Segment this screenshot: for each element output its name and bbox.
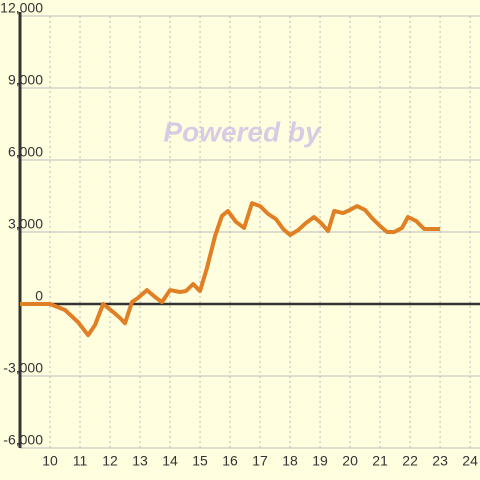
x-tick-label: 23 — [432, 453, 448, 469]
x-tick-label: 22 — [402, 453, 418, 469]
y-tick-label: 0 — [35, 288, 43, 304]
data-line — [20, 201, 441, 338]
y-tick-label: 12,000 — [0, 0, 43, 16]
x-tick-label: 10 — [42, 453, 58, 469]
y-tick-label: 3,000 — [8, 216, 43, 232]
x-tick-label: 19 — [312, 453, 328, 469]
x-tick-label: 12 — [102, 453, 118, 469]
x-tick-label: 20 — [342, 453, 358, 469]
x-tick-label: 17 — [252, 453, 268, 469]
y-tick-label: -3,000 — [3, 360, 43, 376]
y-tick-label: 9,000 — [8, 72, 43, 88]
x-tick-label: 13 — [132, 453, 148, 469]
x-tick-label: 24 — [462, 453, 478, 469]
x-tick-label: 18 — [282, 453, 298, 469]
watermark: Powered by — [163, 116, 322, 147]
x-tick-label: 15 — [192, 453, 208, 469]
y-tick-label: -6,000 — [3, 432, 43, 448]
x-tick-label: 16 — [222, 453, 238, 469]
x-tick-label: 11 — [73, 453, 88, 469]
x-tick-label: 21 — [372, 453, 388, 469]
x-tick-label: 14 — [162, 453, 178, 469]
y-tick-label: 6,000 — [8, 144, 43, 160]
